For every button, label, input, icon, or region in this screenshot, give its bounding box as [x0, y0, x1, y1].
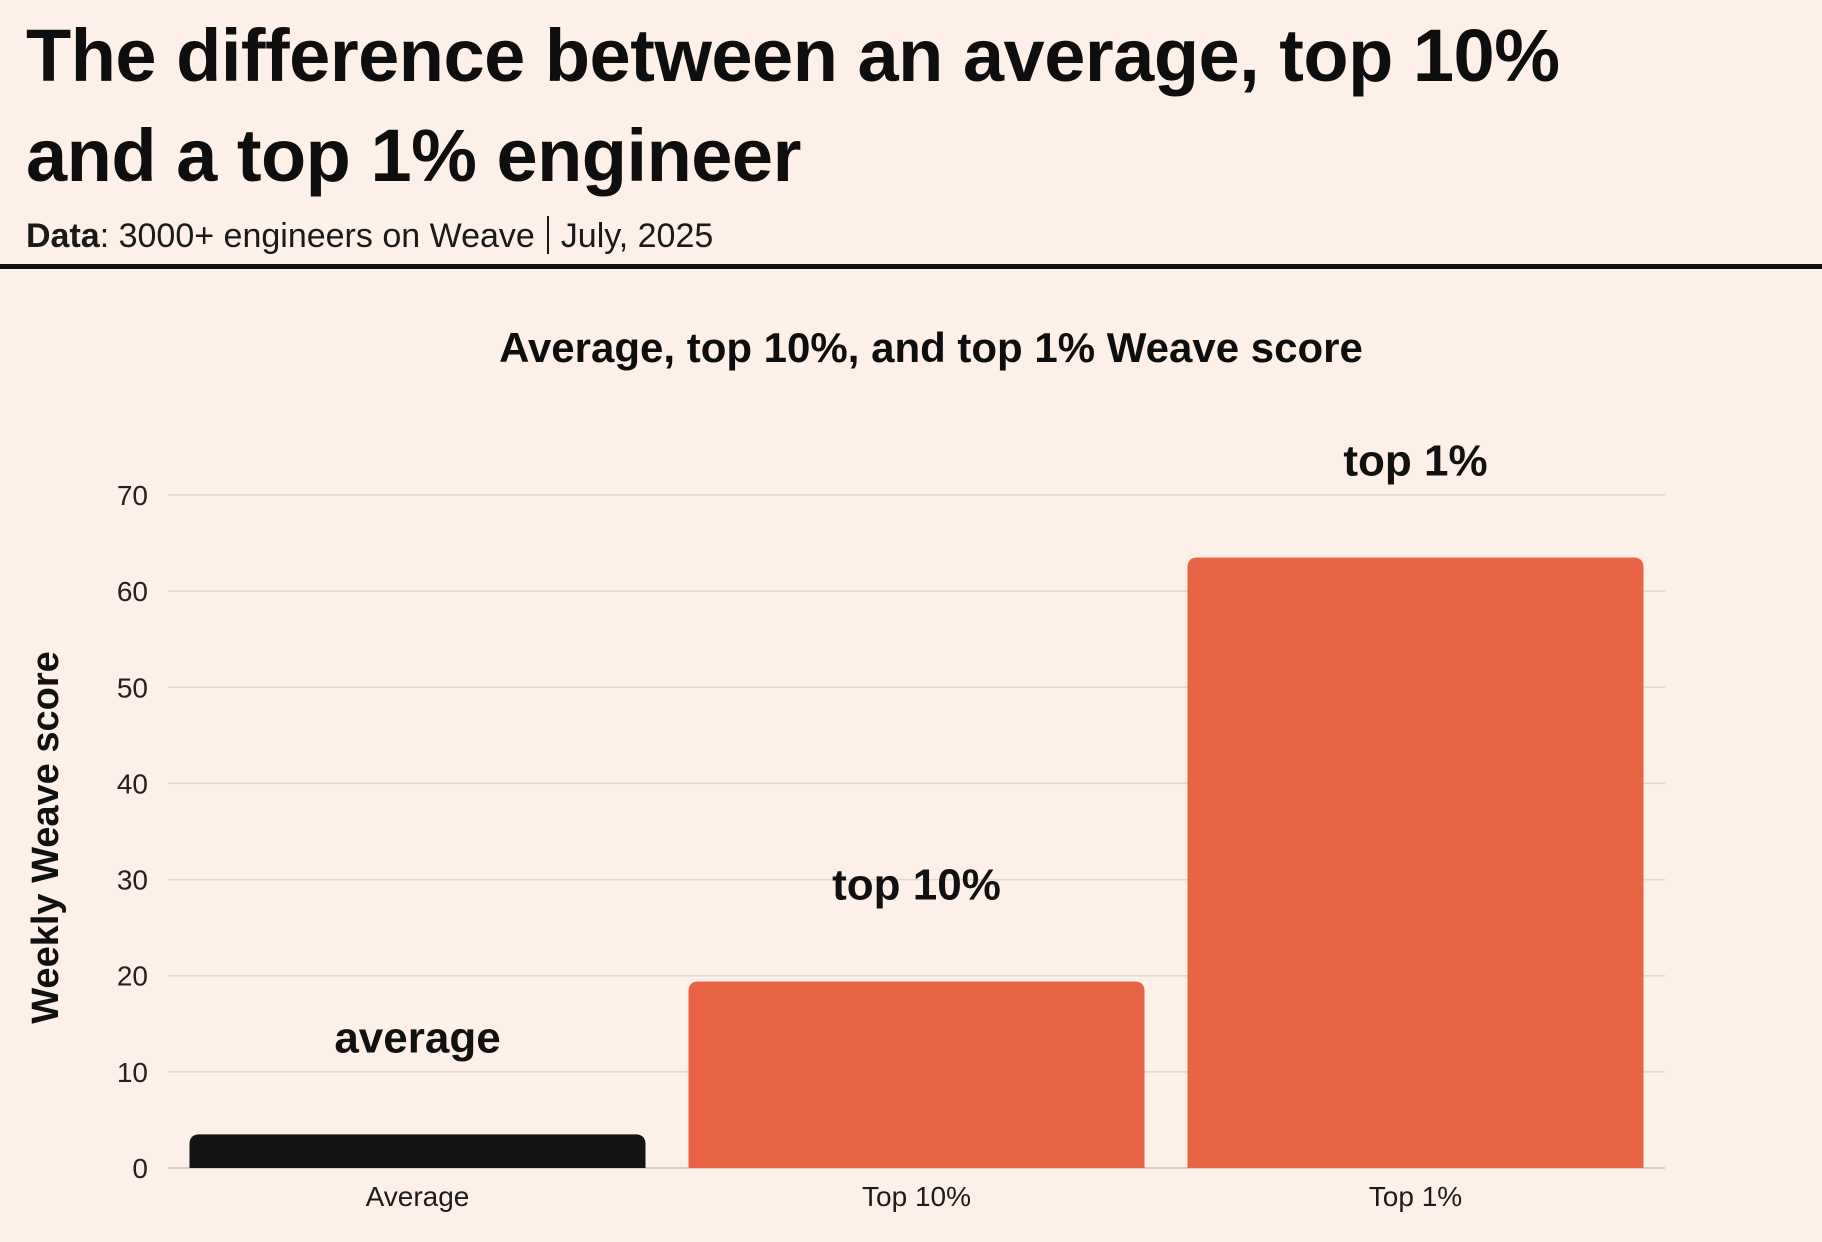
x-tick-label: Top 10%: [862, 1181, 971, 1212]
headline-line-2: and a top 1% engineer: [26, 114, 801, 197]
data-source-line: Data: 3000+ engineers on Weave July, 2025: [26, 216, 714, 255]
y-tick-label: 30: [117, 865, 148, 896]
y-tick-label: 0: [132, 1153, 148, 1184]
bar-annotation: average: [334, 1013, 500, 1062]
headline: The difference between an average, top 1…: [26, 6, 1726, 206]
y-tick-label: 50: [117, 672, 148, 703]
bar-annotation: top 1%: [1343, 436, 1487, 485]
y-axis-label: Weekly Weave score: [25, 651, 67, 1024]
y-axis-ticks: 0 10 20 30 40 50 60 70: [117, 480, 148, 1184]
header-divider: [0, 264, 1822, 269]
y-tick-label: 70: [117, 480, 148, 511]
y-tick-label: 10: [117, 1057, 148, 1088]
chart-title: Average, top 10%, and top 1% Weave score: [499, 324, 1363, 371]
bar-top-10-: [688, 981, 1145, 1168]
source-text: 3000+ engineers on Weave: [118, 217, 535, 255]
bar-annotations: average top 10% top 1%: [334, 436, 1487, 1062]
headline-line-1: The difference between an average, top 1…: [26, 14, 1560, 97]
bars: [189, 557, 1644, 1168]
source-separator: [546, 216, 549, 254]
x-axis-ticks: Average Top 10% Top 1%: [366, 1181, 1463, 1212]
source-key: Data: [26, 217, 100, 255]
x-tick-label: Average: [366, 1181, 470, 1212]
bar-average: [189, 1134, 646, 1168]
x-tick-label: Top 1%: [1369, 1181, 1462, 1212]
bar-chart: 0 10 20 30 40 50 60 70 average top 10% top 1% Ave…: [25, 436, 1665, 1212]
y-tick-label: 40: [117, 768, 148, 799]
bar-annotation: top 10%: [832, 860, 1001, 909]
y-tick-label: 60: [117, 576, 148, 607]
y-tick-label: 20: [117, 961, 148, 992]
bar-top-1-: [1187, 557, 1644, 1168]
source-date: July, 2025: [560, 217, 714, 255]
